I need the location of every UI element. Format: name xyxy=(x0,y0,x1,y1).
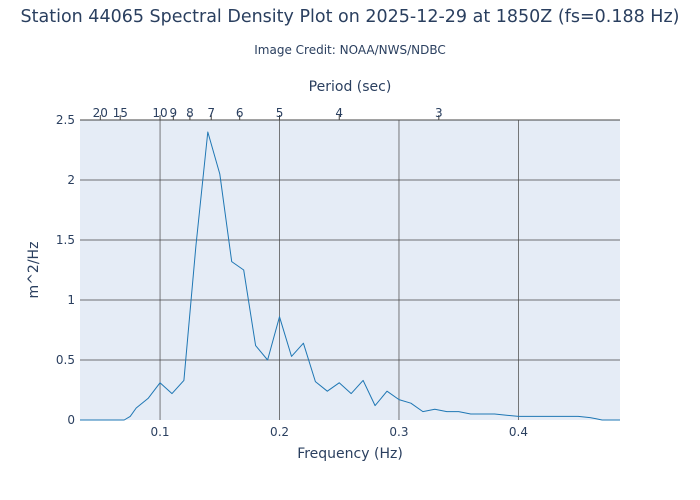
y-tick-labels: 0 0.5 1 1.5 2 2.5 xyxy=(56,113,75,427)
x-axis-title: Frequency (Hz) xyxy=(297,446,403,462)
chart-title: Station 44065 Spectral Density Plot on 2… xyxy=(21,7,680,27)
series-layer xyxy=(80,131,620,421)
y-tick-label: 0 xyxy=(67,413,75,427)
x-tick-label: 0.2 xyxy=(270,425,289,439)
period-tick-label: 9 xyxy=(169,106,177,120)
period-tick-label: 8 xyxy=(186,106,194,120)
y-tick-label: 2.5 xyxy=(56,113,75,127)
spectral-density-line xyxy=(80,131,620,421)
period-axis-title: Period (sec) xyxy=(309,79,392,95)
period-tick-label: 7 xyxy=(207,106,215,120)
x-tick-labels: 0.1 0.2 0.3 0.4 xyxy=(150,425,528,439)
y-axis-title: m^2/Hz xyxy=(26,242,42,299)
period-ticks: 20 15 10 9 8 7 6 5 4 3 xyxy=(80,106,620,121)
y-tick-label: 1 xyxy=(67,293,75,307)
period-tick-label: 15 xyxy=(113,106,128,120)
x-tick-label: 0.3 xyxy=(389,425,408,439)
period-tick-label: 4 xyxy=(335,106,343,120)
period-tick-label: 5 xyxy=(276,106,284,120)
y-tick-label: 1.5 xyxy=(56,233,75,247)
period-tick-label: 10 xyxy=(152,106,167,120)
image-credit: Image Credit: NOAA/NWS/NDBC xyxy=(254,43,445,57)
period-tick-label: 20 xyxy=(93,106,108,120)
plot-area xyxy=(80,120,620,420)
x-tick-label: 0.4 xyxy=(509,425,528,439)
period-tick-label: 3 xyxy=(435,106,443,120)
y-tick-label: 0.5 xyxy=(56,353,75,367)
period-tick-label: 6 xyxy=(236,106,244,120)
y-tick-label: 2 xyxy=(67,173,75,187)
x-tick-label: 0.1 xyxy=(150,425,169,439)
